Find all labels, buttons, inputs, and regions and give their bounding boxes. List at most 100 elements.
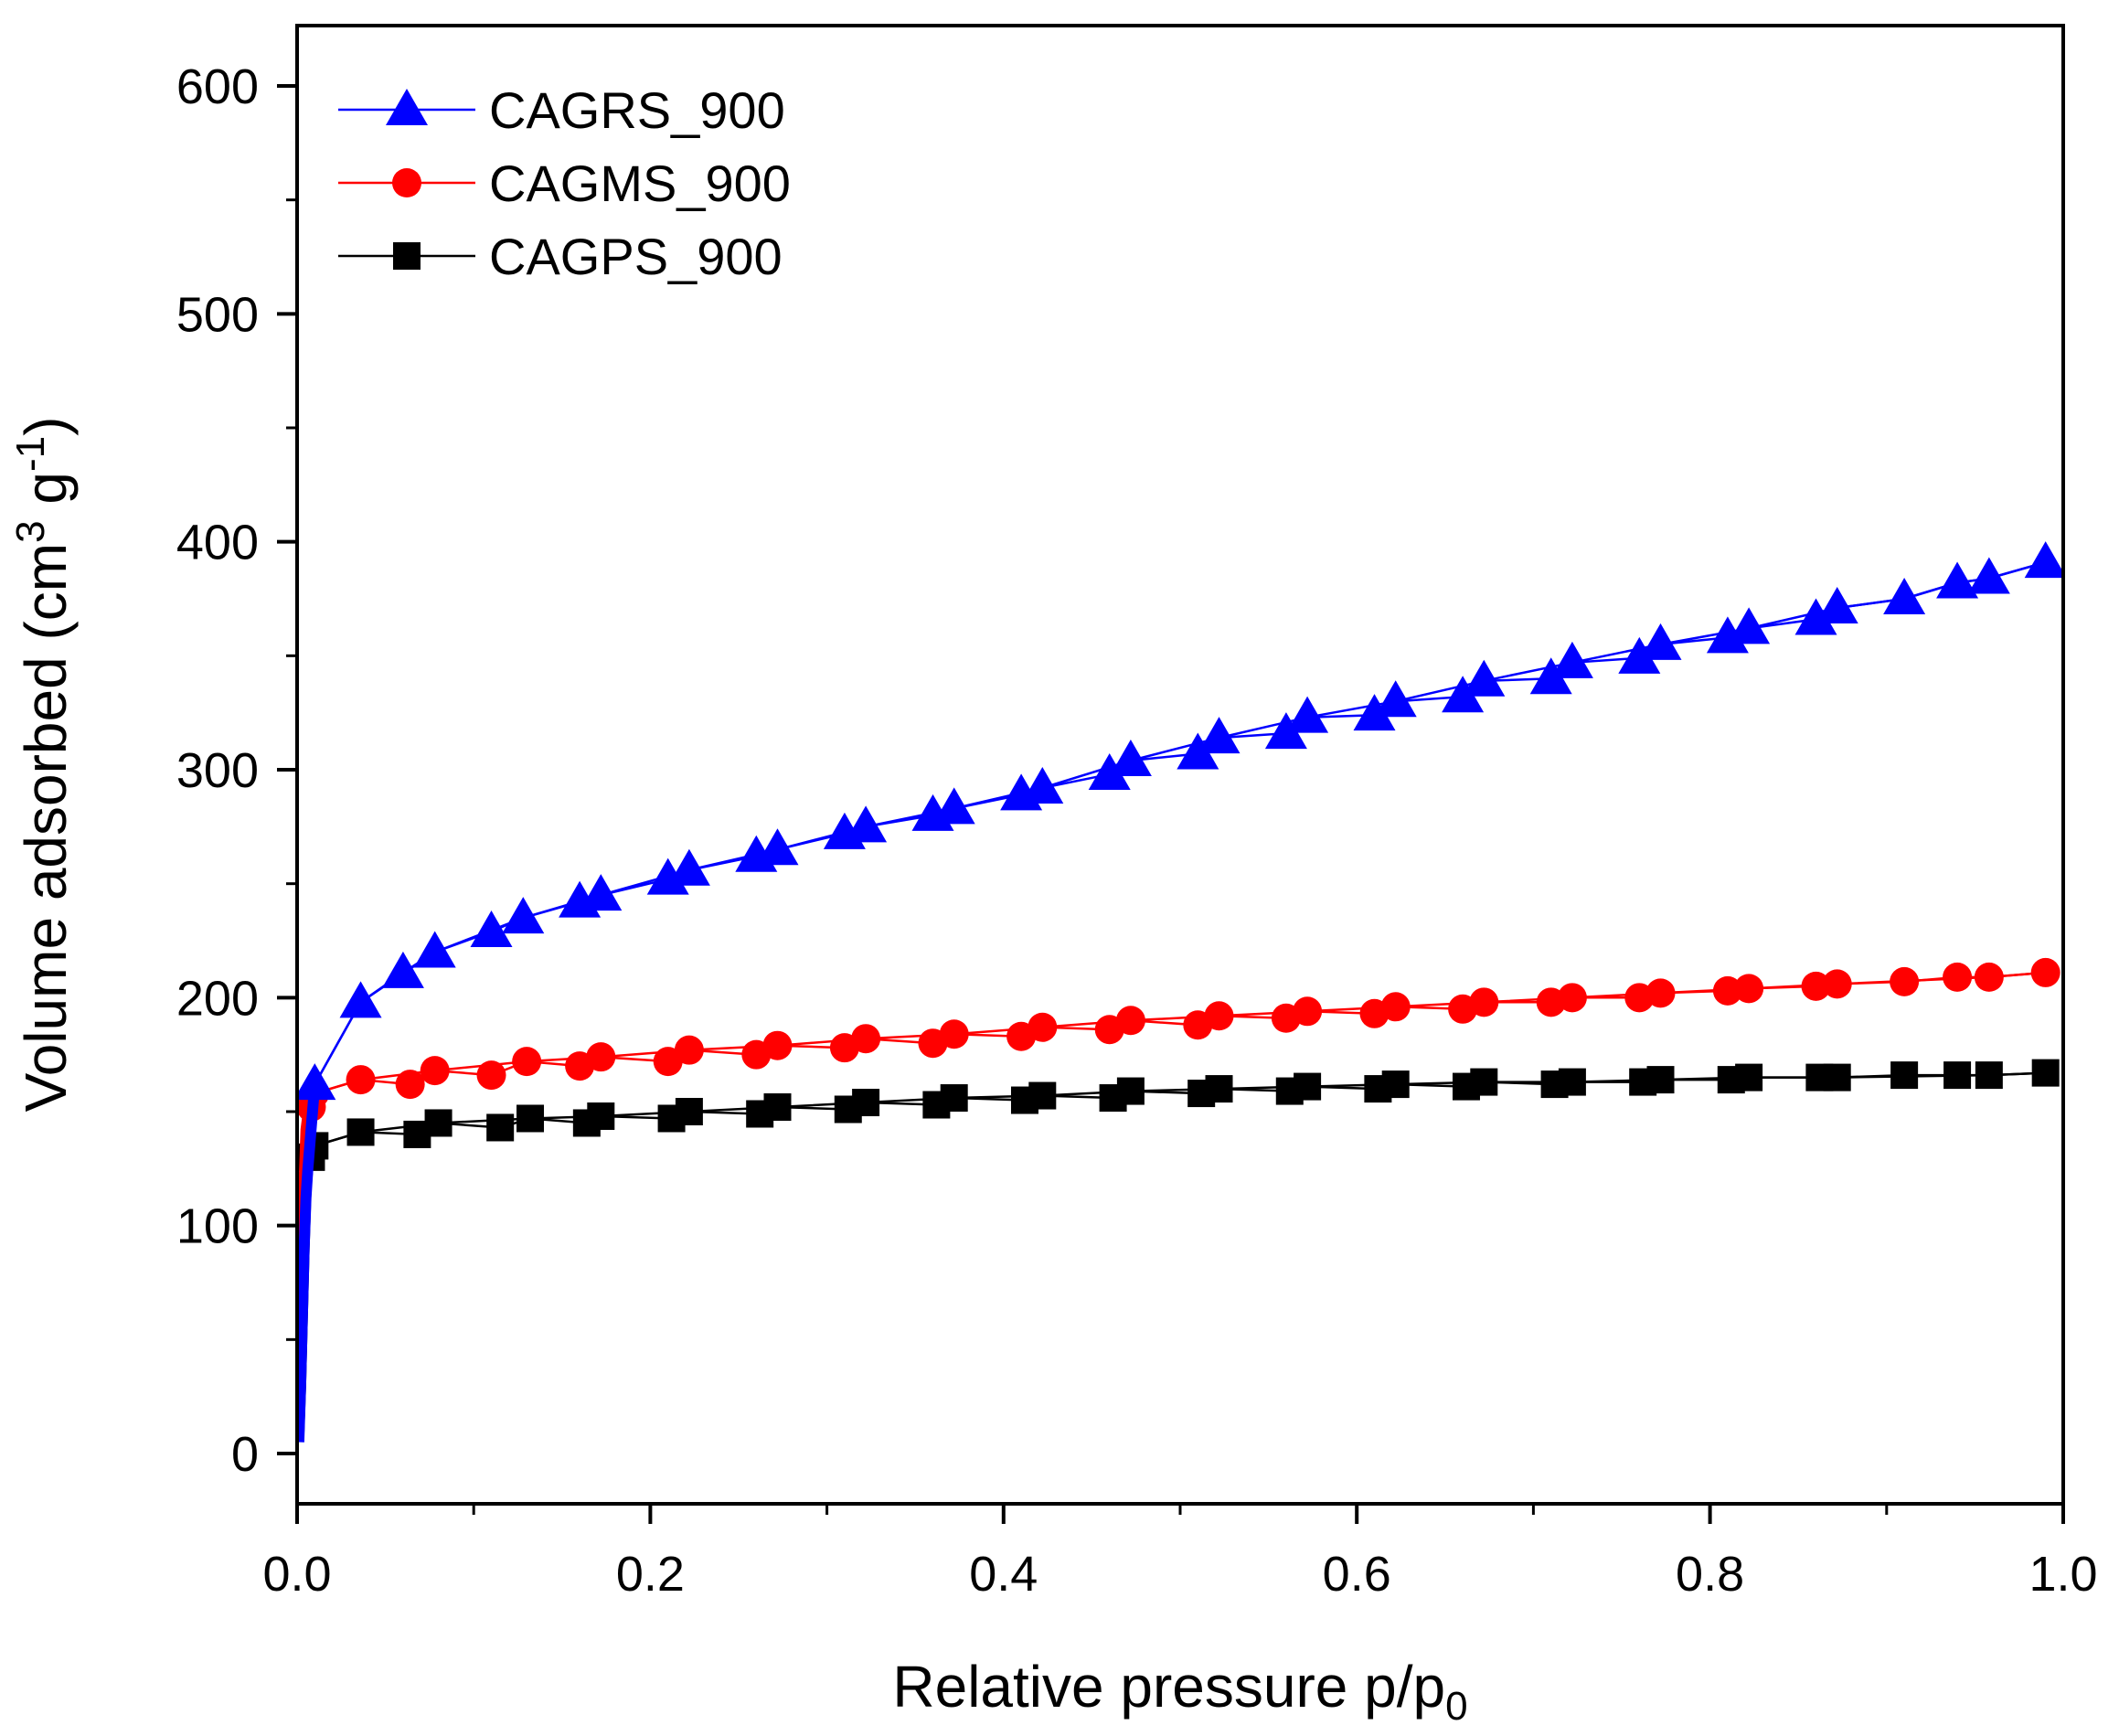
data-point	[2024, 541, 2063, 579]
data-point	[756, 828, 799, 866]
data-point	[1463, 659, 1506, 697]
adsorption-line	[297, 1071, 2046, 1436]
data-point	[424, 1109, 453, 1137]
data-point	[346, 1118, 375, 1146]
x-axis-title: Relative pressure p/p0	[892, 1654, 1467, 1729]
x-tick-label: 0.0	[262, 1547, 331, 1602]
data-point	[1890, 1061, 1919, 1090]
legend-marker	[392, 168, 421, 197]
data-point	[512, 1047, 542, 1077]
y-tick-label: 500	[176, 287, 259, 342]
data-point	[667, 848, 710, 886]
data-point	[1294, 1072, 1322, 1101]
legend-item: CAGMS_900	[338, 154, 791, 212]
y-axis-title-mid: g	[13, 472, 79, 520]
data-point	[1728, 607, 1771, 644]
data-point	[580, 874, 623, 911]
data-point	[587, 1102, 615, 1130]
data-point	[486, 1113, 515, 1142]
data-point	[1967, 557, 2010, 594]
y-tick-label: 300	[176, 743, 259, 798]
data-point	[1618, 636, 1661, 674]
data-point	[1198, 717, 1241, 754]
data-point	[502, 897, 545, 934]
data-point	[1646, 1066, 1675, 1094]
data-point	[1943, 1061, 1972, 1090]
data-point	[1109, 740, 1152, 777]
adsorption-line	[297, 560, 2047, 1443]
x-tick-label: 0.2	[616, 1547, 685, 1602]
data-point	[1734, 974, 1764, 1004]
data-point	[1205, 1075, 1233, 1103]
data-point	[420, 1056, 450, 1086]
series-cagps_900	[297, 1059, 2060, 1436]
y-tick-label: 200	[176, 971, 259, 1026]
data-point	[1021, 766, 1064, 804]
x-axis-title-subscript: 0	[1445, 1684, 1467, 1729]
data-point	[1558, 1068, 1586, 1096]
y-axis: 0 100 200 300 400 500 600	[176, 59, 297, 1482]
low-pressure-segment	[297, 1083, 321, 1443]
x-axis-title-main: Relative pressure p/p	[892, 1654, 1445, 1720]
desorption-line	[314, 560, 2047, 1085]
series-layer	[297, 541, 2063, 1443]
data-point	[1735, 1063, 1763, 1092]
data-point	[476, 1060, 506, 1091]
data-point	[1353, 694, 1396, 731]
legend-label: CAGRS_900	[489, 81, 785, 139]
legend-item: CAGPS_900	[338, 228, 783, 285]
legend-marker	[393, 242, 421, 270]
legend-marker	[386, 89, 428, 125]
data-point	[1380, 992, 1411, 1022]
data-point	[1293, 996, 1323, 1027]
data-point	[1204, 1001, 1234, 1031]
series-cagms_900	[297, 957, 2060, 1432]
data-point	[1883, 578, 1926, 614]
data-point	[339, 981, 382, 1018]
legend-label: CAGMS_900	[489, 154, 791, 212]
data-point	[1816, 586, 1858, 623]
data-point	[413, 931, 456, 968]
adsorption-line	[297, 971, 2046, 1432]
data-point	[1557, 983, 1587, 1013]
x-tick-label: 0.8	[1676, 1547, 1744, 1602]
y-axis-title: Volume adsorbed (cm3 g-1)	[8, 417, 79, 1113]
data-point	[1088, 752, 1131, 790]
data-point	[1794, 598, 1837, 635]
data-point	[1890, 966, 1920, 996]
data-point	[1529, 657, 1572, 695]
x-axis: 0.0 0.2 0.4 0.6 0.8 1.0	[262, 1504, 2098, 1602]
data-point	[939, 1019, 969, 1049]
legend: CAGRS_900 CAGMS_900 CAGPS_900	[338, 81, 791, 285]
data-point	[940, 1084, 968, 1113]
legend-item: CAGRS_900	[338, 81, 785, 139]
data-point	[1028, 1081, 1057, 1110]
x-tick-label: 0.4	[969, 1547, 1038, 1602]
data-point	[1264, 712, 1307, 750]
data-point	[2030, 957, 2060, 987]
data-point	[2031, 1059, 2060, 1087]
data-point	[1639, 623, 1682, 660]
series-cagrs_900	[297, 541, 2063, 1443]
data-point	[1974, 962, 2004, 992]
data-point	[586, 1042, 616, 1072]
data-point	[675, 1098, 703, 1125]
y-axis-title-sup2: -1	[8, 436, 53, 472]
data-point	[1115, 1006, 1145, 1036]
data-point	[1801, 971, 1831, 1001]
data-point	[1028, 1012, 1058, 1042]
data-point	[1470, 1068, 1498, 1096]
data-point	[852, 1089, 880, 1117]
y-axis-title-end: )	[13, 417, 79, 436]
data-point	[674, 1035, 704, 1065]
y-tick-label: 600	[176, 59, 259, 114]
data-point	[1381, 1070, 1410, 1099]
y-axis-title-sup1: 3	[8, 520, 53, 542]
data-point	[1975, 1061, 2003, 1090]
data-point	[395, 1070, 425, 1100]
data-point	[1469, 987, 1499, 1017]
data-point	[932, 787, 975, 825]
data-point	[1823, 1063, 1851, 1092]
y-axis-title-main: Volume adsorbed (cm	[13, 543, 79, 1113]
data-point	[1943, 962, 1973, 992]
